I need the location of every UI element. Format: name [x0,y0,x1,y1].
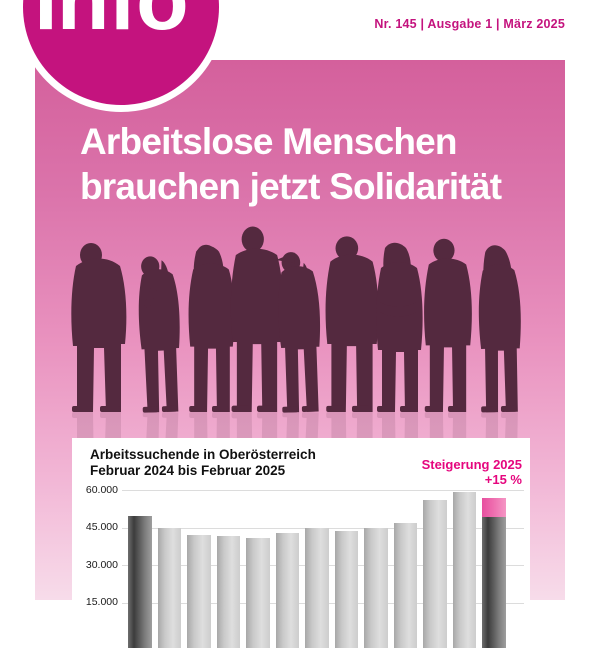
bar-sep-2024 [334,531,359,648]
bar-dez-2024 [423,499,447,648]
bar-okt-2024 [364,528,388,648]
chart-title-line: Arbeitssuchende in Oberösterreich [90,447,316,462]
annotation-line-1: Steigerung 2025 [421,457,522,472]
silhouette-reflection [71,411,523,440]
annotation-line-2: +15 % [484,472,522,487]
person-silhouette [71,243,127,412]
bar-j-n-2025 [452,491,477,648]
bar-feb-2024 [128,515,152,648]
cover-headline: Arbeitslose Menschen brauchen jetzt Soli… [80,119,502,209]
bar-mai-2024 [216,536,241,648]
person-silhouette [424,238,472,412]
person-silhouette [138,256,180,413]
chart-title: Arbeitssuchende in Oberösterreich Februa… [90,447,316,479]
bar-jun-2024 [246,537,270,648]
y-axis-label-15000: 15.000 [85,596,118,608]
bar-nov-2024 [393,523,418,648]
bar-m-r-2024 [157,528,182,648]
y-axis-label-45000: 45.000 [85,521,118,533]
person-silhouette [188,244,235,412]
person-silhouette [325,236,379,412]
chart-card: Arbeitssuchende in Oberösterreich Februa… [72,438,530,650]
headline-line-1: Arbeitslose Menschen [80,121,458,162]
logo-text: info [34,0,189,48]
person-silhouette [376,242,423,412]
bar-aug-2024 [305,528,329,648]
y-axis-label-30000: 30.000 [85,558,118,571]
issue-line: Nr. 145 | Ausgabe 1 | März 2025 [374,17,565,31]
gridline-60000 [122,490,524,491]
y-axis-label-60000: 60.000 [85,483,118,496]
bar-apr-2024 [187,534,211,648]
chart-subtitle-line: Februar 2024 bis Februar 2025 [90,463,286,478]
bar-jul-2024 [275,532,300,648]
queue-silhouettes-illustration [71,226,523,440]
bar-feb-2025 [482,516,506,648]
person-silhouette [478,245,521,413]
person-silhouette [276,252,321,413]
chart-annotation: Steigerung 2025 +15 % [422,457,522,487]
bar-increase-cap-feb-2025 [482,497,506,517]
headline-line-2: brauchen jetzt Solidarität [80,166,502,207]
person-silhouette [230,226,284,412]
